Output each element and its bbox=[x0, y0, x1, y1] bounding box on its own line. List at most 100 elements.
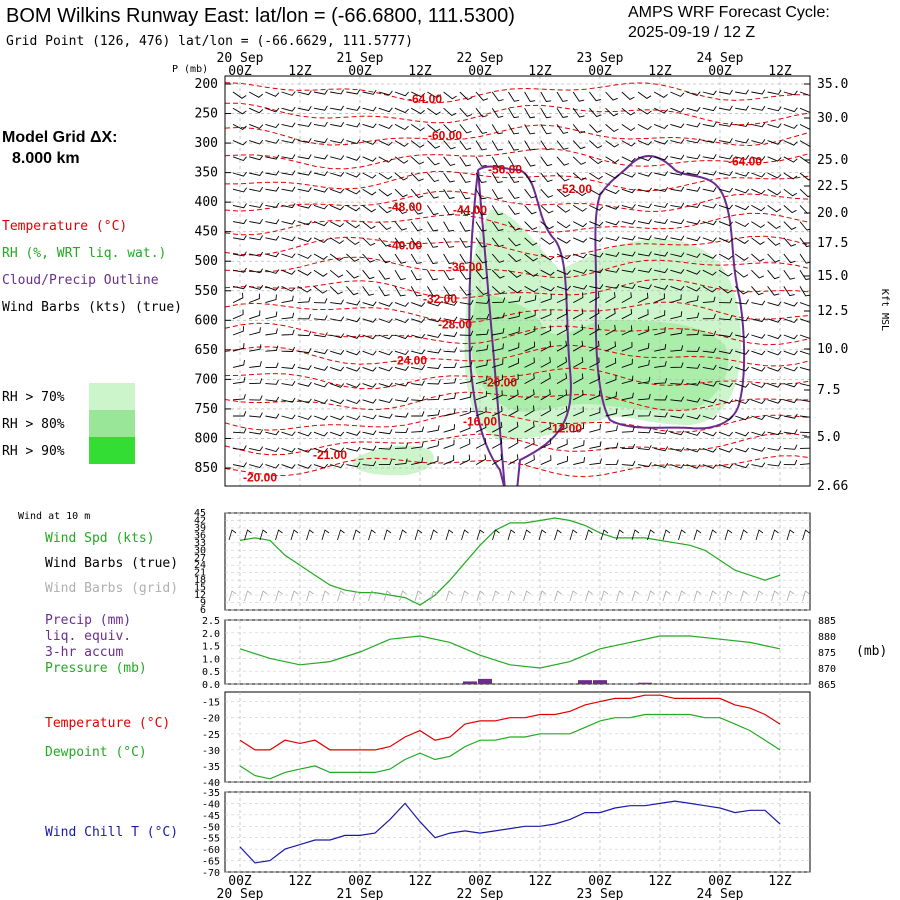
forecast-cycle-label: AMPS WRF Forecast Cycle: bbox=[628, 4, 830, 21]
wind-barb bbox=[362, 123, 377, 129]
wind-barb bbox=[508, 140, 519, 151]
wind-barb bbox=[767, 366, 782, 372]
wind-barb bbox=[540, 455, 552, 466]
temperature-panel: -15 -20 -25 -30 -35 -40 Temperature (°C) Dewpoi… bbox=[45, 691, 811, 789]
wind-barb bbox=[686, 380, 701, 386]
wind-barb bbox=[313, 105, 328, 111]
wind-barb bbox=[702, 431, 717, 437]
wind-barb bbox=[589, 156, 603, 165]
wind-barb bbox=[540, 124, 552, 135]
wind-barb bbox=[751, 383, 766, 388]
wind-barb bbox=[734, 269, 749, 278]
wind-barb bbox=[232, 428, 247, 434]
legend-item: RH (%, WRT liq. wat.) bbox=[2, 246, 166, 261]
wind-barb bbox=[621, 107, 636, 116]
wind-barb bbox=[330, 366, 345, 372]
wind-barb bbox=[637, 410, 652, 417]
wind-barb bbox=[491, 140, 503, 151]
wind-barb bbox=[411, 318, 426, 323]
wind-barb-true bbox=[709, 529, 717, 541]
wind-barb bbox=[346, 462, 361, 468]
wind-barb bbox=[378, 205, 392, 214]
wind-barb bbox=[313, 187, 328, 193]
wind-barb bbox=[556, 188, 570, 198]
wind-barb bbox=[459, 407, 471, 417]
wind-barb bbox=[572, 205, 587, 212]
wind-barb bbox=[249, 361, 262, 368]
pressure-tick-label: 650 bbox=[195, 343, 218, 358]
wind-barb bbox=[265, 362, 279, 368]
wind-barb bbox=[508, 296, 521, 304]
wind-barb-true bbox=[600, 529, 609, 541]
wind-barb bbox=[767, 383, 782, 388]
wind-barb bbox=[459, 253, 471, 264]
wind-barb bbox=[265, 186, 280, 192]
wind-barb bbox=[346, 172, 361, 178]
wind-barb bbox=[427, 221, 439, 232]
wind-barb bbox=[735, 204, 750, 211]
top-date-label: 23 Sep bbox=[577, 51, 624, 66]
wind-barb bbox=[378, 269, 391, 280]
wind-barb bbox=[702, 330, 717, 337]
wind-barb bbox=[751, 462, 766, 468]
wind-barb bbox=[313, 332, 328, 338]
wind-barb bbox=[637, 428, 652, 434]
wind-barb bbox=[589, 458, 602, 466]
height-tick-label: 17.5 bbox=[817, 236, 848, 251]
wind-barb bbox=[346, 122, 361, 128]
bottom-date-label: 24 Sep bbox=[697, 887, 744, 900]
wind-barb bbox=[281, 91, 296, 96]
wind-barb bbox=[427, 205, 439, 216]
wind-barb bbox=[735, 349, 750, 355]
temperature-labels: -64.00 -60.00 -56.00 -52.00 -64.00 -48.00 -44.… bbox=[243, 92, 762, 485]
wind-barb bbox=[394, 156, 409, 164]
wind-barb bbox=[799, 399, 810, 403]
wind-barb bbox=[718, 89, 733, 95]
wind-barb bbox=[556, 156, 570, 166]
wind-barb bbox=[232, 107, 247, 115]
wind-barb bbox=[702, 398, 717, 404]
wind-barb bbox=[735, 171, 750, 177]
wind-barb bbox=[362, 188, 377, 196]
wind-barb bbox=[281, 122, 296, 128]
precip-pressure-panel: 2.5 2.0 1.51.0 0.5 0.0 885 880 875 870 865 (mb) Pre… bbox=[45, 613, 887, 691]
wind-barb bbox=[702, 364, 717, 370]
wind-barb bbox=[783, 350, 798, 356]
wind-barb bbox=[524, 107, 536, 119]
isotherm bbox=[225, 278, 810, 299]
chill-tick-label: -70 bbox=[202, 868, 220, 879]
bottom-time-axis: 00Z 12Z 00Z 12Z 00Z 12Z 00Z 12Z 00Z 12Z 20 Sep 21 S… bbox=[217, 874, 792, 900]
wind-barb bbox=[313, 237, 328, 244]
wind-barb bbox=[475, 454, 487, 465]
wind-barb bbox=[735, 463, 750, 469]
wind-barb bbox=[605, 459, 619, 466]
wind-barb bbox=[637, 251, 652, 257]
wind-barb bbox=[232, 445, 247, 451]
wind-barb bbox=[540, 389, 551, 401]
wind-barb bbox=[346, 139, 361, 145]
wind-barb bbox=[297, 381, 312, 387]
wind-barb-grid bbox=[631, 590, 640, 602]
wind-barb bbox=[589, 204, 604, 211]
precip-bar bbox=[463, 681, 477, 684]
wind-tick-label: 30 bbox=[194, 545, 206, 556]
wind-barb bbox=[362, 445, 377, 451]
wind-barb-true bbox=[771, 529, 779, 541]
wind-barb bbox=[589, 284, 604, 290]
wind-barb bbox=[767, 205, 782, 213]
wind-barb bbox=[394, 253, 407, 264]
wind-barb bbox=[394, 397, 409, 403]
wind-barb bbox=[783, 366, 798, 372]
wind-barb bbox=[799, 366, 810, 371]
wind-barb-grid bbox=[228, 590, 237, 602]
wind-barb bbox=[654, 293, 665, 304]
bottom-date-label: 22 Sep bbox=[457, 887, 504, 900]
wind-barb bbox=[540, 188, 554, 198]
wind-barb bbox=[573, 253, 588, 259]
wind-barb bbox=[508, 107, 520, 119]
wind-barb bbox=[718, 171, 733, 176]
wind-barb bbox=[524, 373, 535, 384]
wind-barb bbox=[540, 405, 551, 417]
wind-barb bbox=[686, 295, 699, 304]
temperature-label: -60.00 bbox=[428, 128, 462, 142]
